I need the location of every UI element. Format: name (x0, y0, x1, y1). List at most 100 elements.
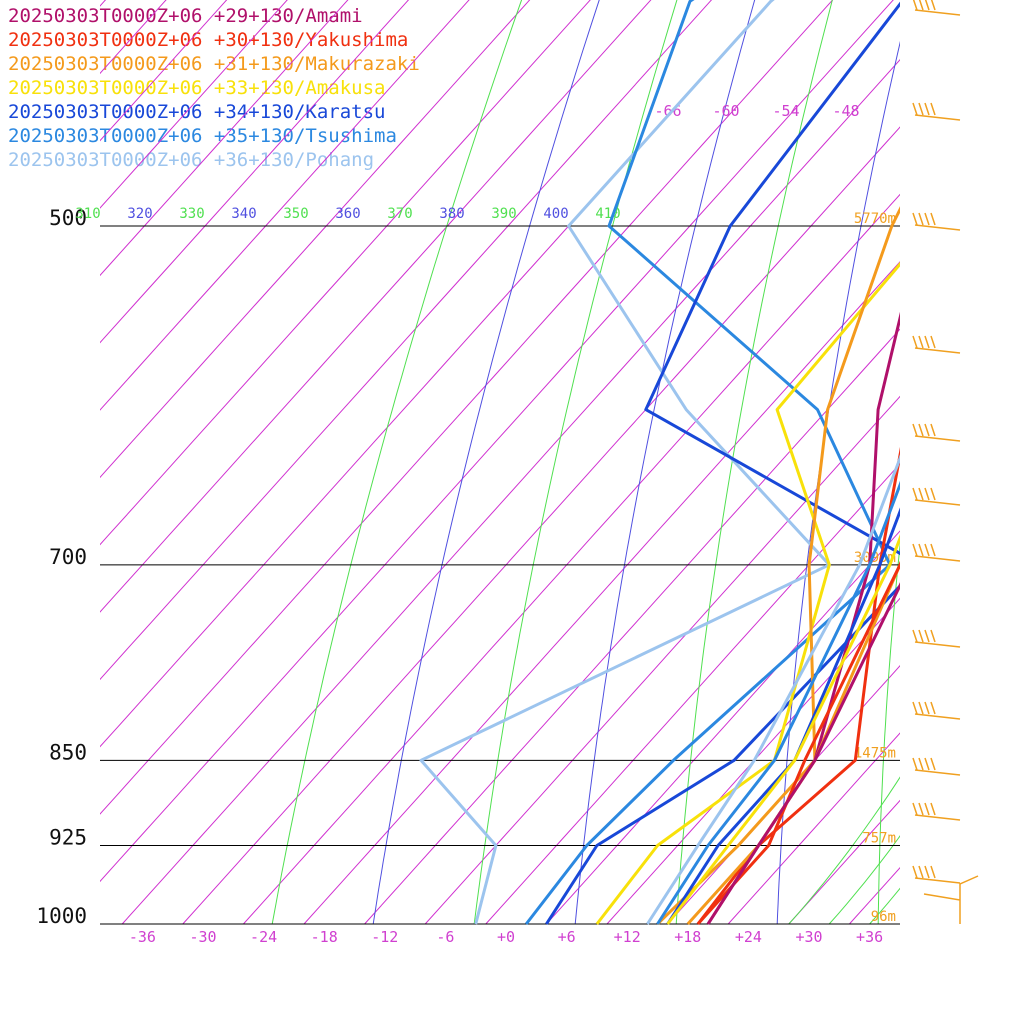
x-tick-label: +24 (735, 928, 762, 946)
dry-adiabat-line (776, 40, 900, 925)
temperature-series-line (656, 480, 900, 925)
x-tick-label: +30 (795, 928, 822, 946)
upper-tick-label: -60 (712, 102, 739, 120)
x-tick-label: +0 (497, 928, 515, 946)
isotherm-line (667, 665, 900, 925)
pressure-label: 850 (49, 740, 87, 764)
isotherm-line (100, 0, 167, 75)
isotherm-line (100, 0, 349, 277)
isotherm-line (606, 597, 900, 925)
theta-label: 370 (387, 206, 412, 222)
wind-barb (912, 757, 961, 776)
x-tick-label: -24 (250, 928, 277, 946)
wind-barb (912, 335, 961, 354)
dewpoint-series-line (419, 0, 831, 925)
legend-entry: 20250303T0000Z+06 +29+130/Amami (8, 5, 363, 27)
temperature-series-line (706, 582, 900, 925)
x-tick-label: -18 (311, 928, 338, 946)
dry-adiabat-line (372, 0, 600, 925)
isotherm-line (100, 0, 834, 815)
dry-adiabat-line (979, 0, 1024, 924)
theta-label: 350 (283, 206, 308, 222)
upper-tick-label: -48 (832, 102, 859, 120)
legend-entry: 20250303T0000Z+06 +31+130/Makurazaki (8, 53, 420, 75)
upper-tick-label: -54 (772, 102, 799, 120)
temperature-series-line (646, 454, 900, 925)
temperature-series-line (666, 507, 900, 925)
isotherm-line (727, 732, 900, 925)
dry-adiabat-line (877, 541, 900, 925)
isotherm-line (100, 0, 713, 681)
moist-adiabat-line (869, 887, 900, 925)
theta-label: 400 (543, 206, 568, 222)
x-tick-label: -36 (129, 928, 156, 946)
legend-entry: 20250303T0000Z+06 +34+130/Karatsu (8, 101, 386, 123)
isotherm-line (100, 0, 228, 142)
wind-barb (912, 802, 961, 821)
pressure-label: 925 (49, 825, 87, 849)
wind-barb (912, 0, 961, 16)
isotherm-line (971, 0, 1024, 924)
dewpoint-series-line (545, 1, 900, 925)
dry-adiabat-line (675, 0, 833, 925)
isotherm-line (100, 0, 894, 883)
x-tick-label: -12 (371, 928, 398, 946)
pressure-label: 500 (49, 206, 87, 230)
theta-label: 320 (127, 206, 152, 222)
dry-adiabat-line (271, 0, 523, 925)
isotherm-line (546, 530, 900, 925)
theta-label: 330 (179, 206, 204, 222)
theta-label: 360 (335, 206, 360, 222)
moist-adiabat-line (828, 835, 900, 925)
wind-barb (912, 701, 961, 720)
pressure-label: 700 (49, 545, 87, 569)
legend-entry: 20250303T0000Z+06 +33+130/Amakusa (8, 77, 386, 99)
isotherm-line (100, 0, 410, 344)
x-tick-label: +6 (558, 928, 576, 946)
wind-barb (912, 487, 961, 506)
x-tick-label: -30 (189, 928, 216, 946)
pressure-label: 1000 (36, 904, 87, 928)
height-label: 5770m (854, 211, 896, 227)
wind-barb (912, 212, 961, 231)
theta-label: 390 (491, 206, 516, 222)
isotherm-line (100, 0, 288, 209)
wind-barb (912, 423, 961, 442)
isotherm-line (121, 59, 900, 925)
wind-barb (912, 102, 961, 121)
isotherm-line (0, 0, 1024, 924)
dry-adiabat-line (574, 0, 756, 925)
dewpoint-series-line (595, 261, 900, 925)
height-label: 1475m (854, 745, 896, 761)
temperature-series-line (686, 560, 900, 925)
isotherm-line (364, 328, 900, 925)
wind-barb (912, 543, 961, 562)
dewpoint-series-line (696, 446, 900, 925)
theta-label: 380 (439, 206, 464, 222)
temperature-series-line (696, 561, 900, 925)
isotherm-line (100, 0, 107, 7)
isotherm-line (910, 0, 1024, 924)
isotherm-line (100, 0, 591, 546)
temperature-series-line (666, 533, 900, 925)
wind-barb (912, 865, 961, 884)
x-tick-label: +12 (614, 928, 641, 946)
isotherm-line (100, 0, 470, 411)
dewpoint-series-line (525, 0, 892, 925)
dewpoint-series-line (656, 206, 900, 925)
isotherm-line (424, 395, 900, 925)
x-tick-label: +18 (674, 928, 701, 946)
moist-adiabat-line (788, 776, 900, 925)
isotherm-line (485, 463, 900, 925)
wind-barb (923, 875, 979, 924)
isotherm-line (0, 0, 1024, 924)
wind-barb (912, 629, 961, 648)
isotherm-line (303, 261, 900, 925)
dry-adiabat-line (473, 0, 678, 925)
x-tick-label: +36 (856, 928, 883, 946)
isotherm-line (0, 0, 1024, 924)
isotherm-line (182, 126, 900, 925)
isotherm-line (788, 799, 900, 925)
isotherm-line (100, 0, 773, 748)
